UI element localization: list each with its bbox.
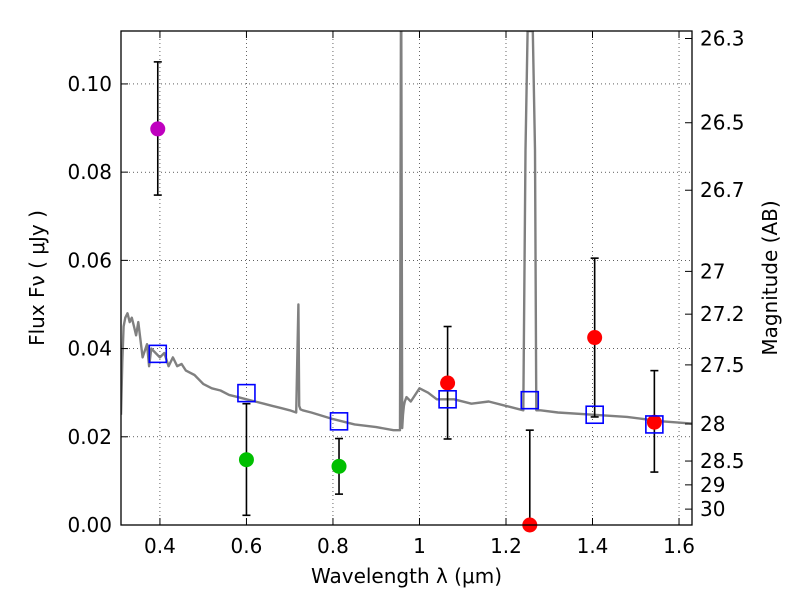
y2-tick-label: 26.3 (700, 26, 745, 50)
observed-point-2 (331, 458, 347, 474)
model-point-4 (520, 390, 540, 410)
model-point-0 (148, 344, 168, 364)
observed-point-5 (587, 330, 603, 346)
observed-point-1 (238, 452, 254, 468)
observed-point-3 (440, 375, 456, 391)
x-tick-label: 1 (413, 534, 426, 558)
x-tick-label: 1.6 (663, 534, 695, 558)
x-tick-label: 0.6 (231, 534, 263, 558)
y-tick-label: 0.04 (67, 337, 112, 361)
x-tick-label: 1.4 (577, 534, 609, 558)
axis-ticks: 0.4 0.6 0.8 1 1.2 1.4 1.6 0.00 0.02 0.04 0.06 0.08 0… (67, 26, 744, 558)
model-point-3 (438, 389, 457, 409)
y-tick-label: 0.06 (67, 248, 112, 272)
y2-axis-label: Magnitude (AB) (758, 200, 782, 355)
y2-tick-label: 27 (700, 259, 725, 283)
model-point-6 (645, 415, 664, 434)
observed-point-0 (150, 121, 166, 137)
plot-frame (120, 30, 693, 526)
y2-tick-label: 26.5 (700, 111, 745, 135)
y2-tick-label: 27.2 (700, 302, 745, 326)
y2-tick-label: 27.5 (700, 353, 745, 377)
y2-tick-label: 28 (700, 412, 725, 436)
x-tick-label: 0.4 (144, 534, 176, 558)
x-tick-label: 0.8 (317, 534, 349, 558)
y-tick-label: 0.08 (67, 160, 112, 184)
data-markers (148, 121, 664, 533)
model-point-1 (237, 383, 256, 403)
y2-tick-label: 26.7 (700, 178, 745, 202)
y2-tick-label: 30 (700, 497, 725, 521)
y-tick-label: 0.02 (67, 425, 112, 449)
y-tick-label: 0.00 (67, 513, 112, 537)
model-spectrum-line (121, 31, 692, 432)
observed-point-6 (646, 414, 662, 430)
model-spectrum-layer (121, 31, 692, 432)
y2-tick-label: 29 (700, 473, 725, 497)
y2-tick-label: 28.5 (700, 449, 745, 473)
grid-lines (121, 31, 692, 526)
model-point-5 (585, 405, 604, 425)
x-axis-label: Wavelength λ (μm) (311, 564, 502, 588)
y-tick-label: 0.10 (67, 72, 112, 96)
x-tick-label: 1.2 (490, 534, 522, 558)
model-point-2 (329, 412, 349, 431)
error-bars (153, 61, 659, 526)
y-axis-label: Flux Fν ( μJy ) (25, 210, 49, 346)
